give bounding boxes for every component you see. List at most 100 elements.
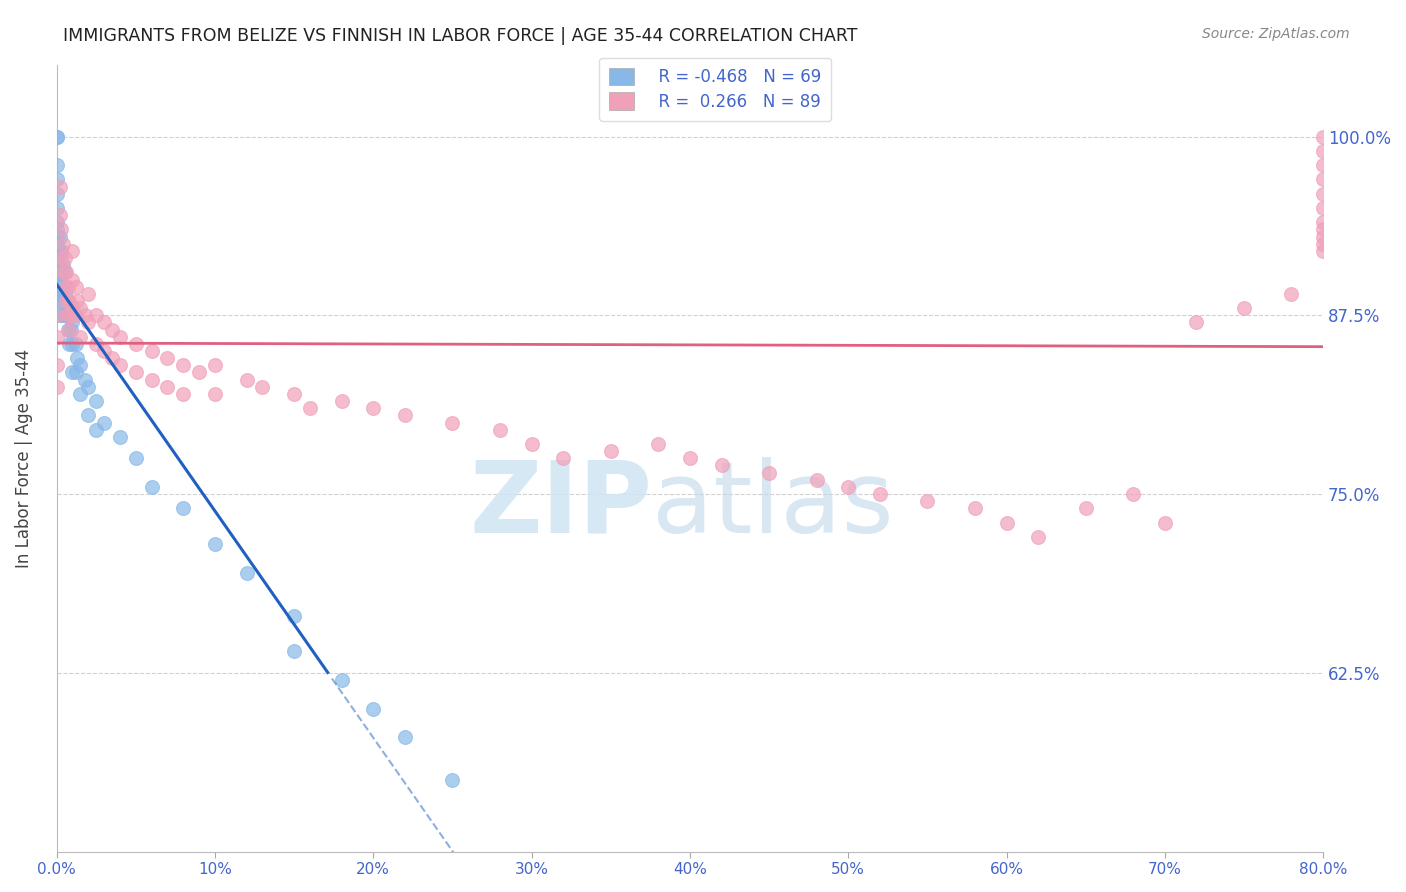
Point	[45, 258, 67, 272]
Point	[69, 359, 91, 373]
Point	[1312, 215, 1334, 229]
Point	[869, 487, 891, 501]
Point	[1153, 516, 1175, 530]
Point	[45, 308, 67, 322]
Point	[49, 244, 72, 258]
Point	[56, 322, 79, 336]
Point	[51, 279, 73, 293]
Point	[1312, 236, 1334, 251]
Point	[45, 229, 67, 244]
Point	[45, 301, 67, 315]
Point	[1185, 315, 1208, 329]
Point	[45, 158, 67, 172]
Point	[1281, 286, 1303, 301]
Point	[65, 279, 87, 293]
Point	[235, 373, 257, 387]
Point	[108, 330, 131, 344]
Point	[59, 322, 82, 336]
Point	[52, 265, 75, 279]
Point	[1312, 172, 1334, 186]
Point	[69, 387, 91, 401]
Point	[806, 473, 828, 487]
Point	[51, 222, 73, 236]
Point	[62, 272, 84, 286]
Point	[77, 286, 100, 301]
Point	[235, 566, 257, 580]
Point	[66, 293, 89, 308]
Point	[283, 644, 305, 658]
Point	[84, 423, 107, 437]
Point	[51, 308, 73, 322]
Point	[995, 516, 1018, 530]
Point	[45, 279, 67, 293]
Point	[1074, 501, 1097, 516]
Point	[45, 215, 67, 229]
Point	[1122, 487, 1144, 501]
Point	[679, 451, 702, 466]
Point	[1312, 229, 1334, 244]
Point	[53, 251, 76, 265]
Point	[45, 201, 67, 215]
Point	[58, 322, 80, 336]
Point	[65, 366, 87, 380]
Point	[55, 293, 77, 308]
Point	[69, 330, 91, 344]
Point	[141, 480, 163, 494]
Point	[441, 773, 464, 788]
Point	[1312, 222, 1334, 236]
Point	[84, 394, 107, 409]
Point	[1233, 301, 1256, 315]
Point	[599, 444, 621, 458]
Point	[156, 380, 179, 394]
Point	[1312, 144, 1334, 158]
Point	[758, 466, 780, 480]
Point	[93, 315, 115, 329]
Point	[125, 337, 148, 351]
Point	[553, 451, 575, 466]
Point	[65, 337, 87, 351]
Point	[204, 537, 226, 551]
Point	[45, 265, 67, 279]
Point	[51, 251, 73, 265]
Point	[53, 279, 76, 293]
Point	[394, 409, 416, 423]
Point	[77, 315, 100, 329]
Point	[108, 430, 131, 444]
Point	[45, 244, 67, 258]
Point	[101, 322, 124, 336]
Point	[93, 416, 115, 430]
Point	[156, 351, 179, 366]
Point	[45, 293, 67, 308]
Point	[52, 279, 75, 293]
Point	[77, 409, 100, 423]
Point	[84, 308, 107, 322]
Point	[53, 265, 76, 279]
Point	[49, 286, 72, 301]
Point	[45, 186, 67, 201]
Point	[283, 387, 305, 401]
Point	[58, 308, 80, 322]
Point	[51, 265, 73, 279]
Point	[141, 344, 163, 359]
Point	[361, 401, 384, 416]
Text: Source: ZipAtlas.com: Source: ZipAtlas.com	[1202, 27, 1350, 41]
Point	[77, 380, 100, 394]
Point	[141, 373, 163, 387]
Point	[647, 437, 669, 451]
Point	[66, 351, 89, 366]
Point	[53, 286, 76, 301]
Point	[49, 229, 72, 244]
Point	[172, 359, 194, 373]
Point	[84, 337, 107, 351]
Point	[330, 673, 353, 687]
Point	[45, 222, 67, 236]
Point	[49, 308, 72, 322]
Point	[75, 308, 97, 322]
Point	[45, 380, 67, 394]
Point	[252, 380, 274, 394]
Point	[441, 416, 464, 430]
Text: IMMIGRANTS FROM BELIZE VS FINNISH IN LABOR FORCE | AGE 35-44 CORRELATION CHART: IMMIGRANTS FROM BELIZE VS FINNISH IN LAB…	[63, 27, 858, 45]
Point	[49, 258, 72, 272]
Point	[58, 337, 80, 351]
Point	[56, 293, 79, 308]
